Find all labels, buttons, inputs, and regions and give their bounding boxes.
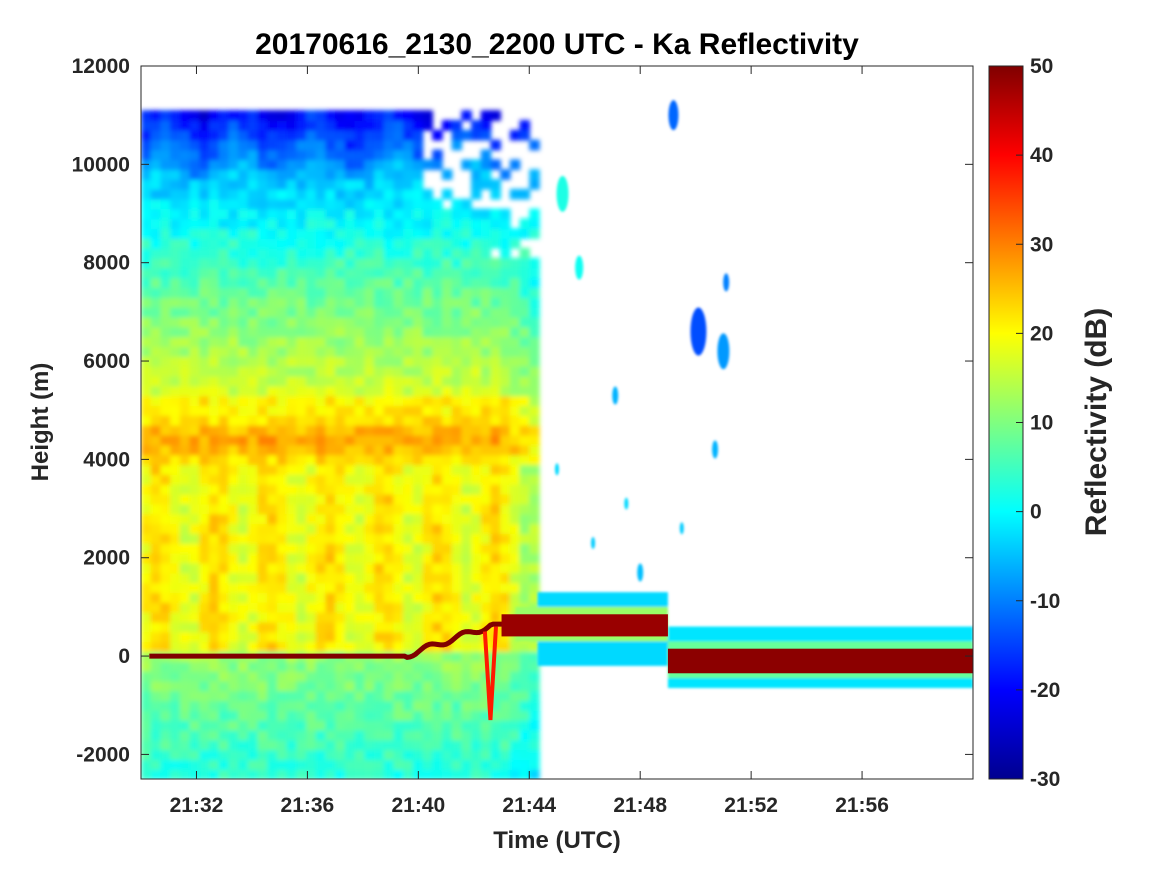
y-axis-label: Height (m) <box>27 363 54 482</box>
y-tick-label: 4000 <box>83 448 130 471</box>
y-tick-label: 0 <box>118 645 130 668</box>
x-axis: 21:32 21:36 21:40 21:44 21:48 21:52 21:56 <box>170 66 889 817</box>
chart-title: 20170616_2130_2200 UTC - Ka Reflectivity <box>255 28 859 61</box>
plot-frame <box>140 65 974 780</box>
y-tick-label: -2000 <box>76 743 130 766</box>
x-tick-label: 21:56 <box>835 794 889 817</box>
x-tick-label: 21:32 <box>170 794 224 817</box>
y-tick-label: 8000 <box>83 252 130 275</box>
storm-echo-field <box>141 110 540 779</box>
colorbar-tick-label: 0 <box>1030 501 1042 524</box>
y-tick-label: 10000 <box>72 153 130 176</box>
x-tick-label: 21:44 <box>502 794 556 817</box>
y-tick-label: 6000 <box>83 350 130 373</box>
y-tick-label: 2000 <box>83 547 130 570</box>
colorbar: -30 -20 -10 0 10 20 30 40 50 Reflectivity (dB) <box>988 55 1113 791</box>
x-tick-label: 21:40 <box>391 794 445 817</box>
colorbar-tick-label: 40 <box>1030 144 1053 167</box>
x-axis-label: Time (UTC) <box>493 827 621 854</box>
colorbar-tick-label: 50 <box>1030 55 1053 78</box>
colorbar-tick-label: -10 <box>1030 590 1060 613</box>
x-tick-label: 21:36 <box>281 794 335 817</box>
colorbar-tick-label: 20 <box>1030 322 1053 345</box>
colorbar-label: Reflectivity (dB) <box>1080 308 1113 536</box>
surface-return <box>149 614 973 721</box>
colorbar-tick-label: -20 <box>1030 679 1060 702</box>
x-tick-label: 21:52 <box>724 794 778 817</box>
plot-area: 21:32 21:36 21:40 21:44 21:48 21:52 21:56 -200… <box>72 55 974 817</box>
reflectivity-field <box>141 100 973 779</box>
colorbar-tick-label: 30 <box>1030 233 1053 256</box>
y-tick-label: 12000 <box>72 55 130 78</box>
x-tick-label: 21:48 <box>613 794 667 817</box>
colorbar-tick-label: -30 <box>1030 768 1060 791</box>
colorbar-tick-label: 10 <box>1030 412 1053 435</box>
sparse-echoes <box>555 100 730 582</box>
colorbar-ticks: -30 -20 -10 0 10 20 30 40 50 <box>1016 55 1060 791</box>
y-axis: -2000 0 2000 4000 6000 8000 10000 12000 <box>72 55 973 766</box>
